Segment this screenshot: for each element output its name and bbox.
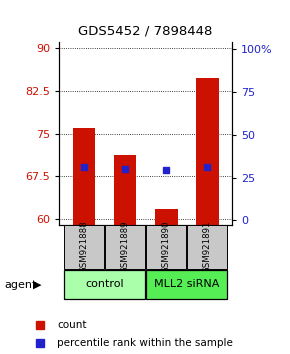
Text: MLL2 siRNA: MLL2 siRNA — [154, 279, 220, 289]
Text: GDS5452 / 7898448: GDS5452 / 7898448 — [78, 24, 212, 37]
Bar — [64, 225, 104, 269]
Text: GSM921891: GSM921891 — [203, 221, 212, 273]
Text: count: count — [57, 320, 87, 330]
Text: percentile rank within the sample: percentile rank within the sample — [57, 338, 233, 348]
Bar — [64, 270, 145, 298]
Text: GSM921888: GSM921888 — [79, 221, 89, 273]
Bar — [187, 225, 227, 269]
Text: ▶: ▶ — [32, 280, 41, 290]
Bar — [105, 225, 145, 269]
Text: agent: agent — [4, 280, 37, 290]
Bar — [114, 155, 137, 225]
Text: GSM921889: GSM921889 — [121, 221, 130, 273]
Text: GSM921890: GSM921890 — [162, 221, 171, 273]
Bar — [155, 209, 177, 225]
Bar — [196, 78, 219, 225]
Bar — [146, 225, 186, 269]
Text: control: control — [85, 279, 124, 289]
Bar — [146, 270, 227, 298]
Bar — [73, 128, 95, 225]
